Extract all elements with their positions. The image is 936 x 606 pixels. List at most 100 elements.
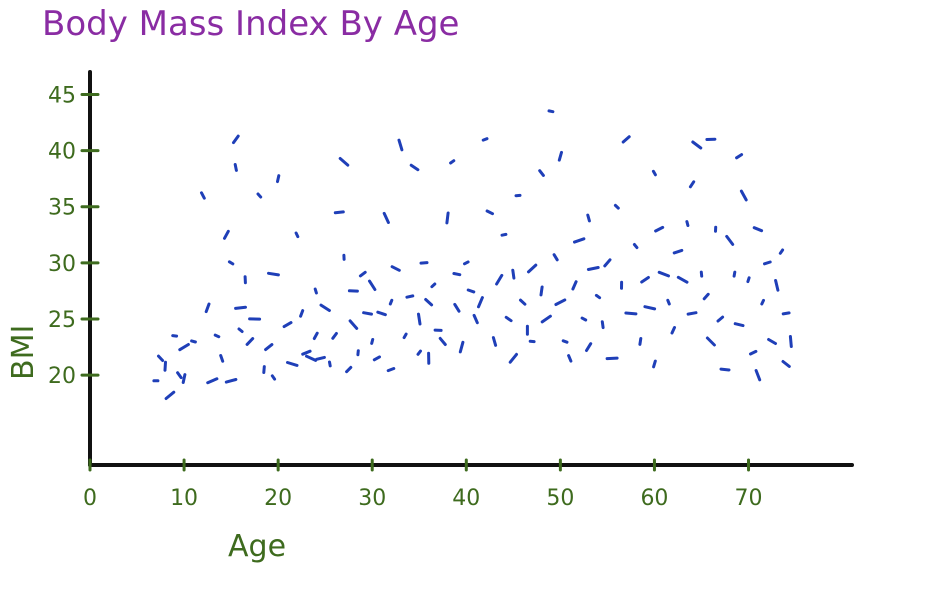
y-tick-label: 25: [48, 308, 76, 333]
y-tick-label: 20: [48, 364, 76, 389]
data-point: [732, 270, 737, 278]
data-point: [624, 311, 638, 316]
data-point: [452, 272, 462, 277]
data-point: [573, 237, 586, 244]
data-point: [527, 263, 538, 274]
data-point: [540, 314, 552, 324]
data-point: [234, 305, 247, 310]
data-point: [613, 203, 620, 210]
data-point: [176, 371, 183, 380]
data-point: [749, 349, 758, 356]
data-point: [657, 270, 670, 278]
x-axis-label: Age: [228, 529, 286, 564]
data-point: [348, 319, 359, 330]
x-tick-label: 0: [83, 486, 97, 511]
data-points: [152, 109, 793, 400]
data-point: [594, 293, 602, 300]
data-point: [424, 298, 434, 307]
data-point: [763, 260, 772, 266]
data-point: [458, 340, 465, 354]
data-point: [449, 159, 456, 165]
data-point: [632, 243, 639, 250]
data-point: [746, 276, 751, 284]
data-point: [472, 313, 479, 325]
data-point: [386, 367, 396, 373]
data-point: [686, 311, 698, 316]
data-point: [232, 134, 240, 145]
data-point: [621, 135, 631, 144]
data-point: [331, 332, 338, 340]
data-point: [547, 109, 555, 114]
data-point: [345, 365, 353, 374]
data-point: [580, 316, 588, 322]
data-point: [561, 339, 569, 344]
data-point: [313, 287, 318, 295]
data-point: [305, 354, 318, 362]
data-point: [178, 343, 190, 352]
data-point: [605, 356, 619, 361]
x-tick-label: 30: [358, 486, 386, 511]
data-point: [603, 258, 612, 268]
data-point: [666, 298, 671, 306]
data-point: [319, 303, 331, 312]
data-point: [338, 157, 350, 167]
data-point: [328, 360, 332, 368]
data-point: [245, 337, 255, 346]
data-point: [719, 367, 731, 372]
data-point: [190, 339, 197, 344]
data-point: [362, 311, 373, 316]
data-point: [651, 169, 657, 177]
x-tick-label: 10: [170, 486, 198, 511]
data-point: [237, 327, 244, 333]
data-point: [388, 298, 394, 306]
data-point: [552, 253, 559, 262]
chart-title: Body Mass Index By Age: [42, 4, 459, 44]
data-point: [405, 294, 415, 299]
data-point: [676, 275, 689, 284]
data-point: [670, 326, 676, 335]
data-point: [453, 302, 461, 313]
data-point: [262, 365, 266, 374]
data-point: [227, 260, 235, 266]
data-point: [270, 374, 277, 381]
data-point: [495, 273, 504, 286]
data-point: [519, 298, 527, 306]
data-point: [774, 279, 780, 292]
data-point: [294, 231, 300, 239]
y-axis-label: BMI: [6, 325, 41, 380]
data-point: [781, 311, 791, 316]
data-point: [538, 169, 545, 177]
data-point: [223, 229, 230, 240]
data-point: [206, 377, 219, 385]
data-point: [372, 355, 381, 362]
data-point: [685, 220, 690, 227]
data-point: [312, 331, 319, 340]
data-point: [600, 320, 605, 330]
data-point: [643, 305, 657, 311]
data-point: [301, 349, 312, 356]
data-point: [672, 248, 684, 255]
data-point: [511, 268, 516, 280]
data-point: [286, 361, 299, 367]
data-point: [333, 210, 345, 215]
data-point: [219, 354, 225, 363]
data-point: [397, 138, 404, 152]
data-point: [640, 276, 650, 284]
data-point: [368, 279, 377, 291]
data-point: [554, 298, 567, 306]
data-point: [267, 271, 280, 277]
data-point: [315, 355, 326, 361]
data-point: [256, 192, 263, 199]
data-point: [438, 336, 447, 346]
data-point: [213, 333, 221, 339]
data-point: [567, 354, 573, 363]
y-tick-label: 35: [48, 196, 76, 221]
data-point: [409, 163, 420, 172]
data-point: [725, 234, 735, 246]
data-point: [716, 315, 725, 323]
data-point: [370, 338, 375, 345]
data-point: [463, 260, 470, 266]
data-point: [586, 213, 591, 223]
